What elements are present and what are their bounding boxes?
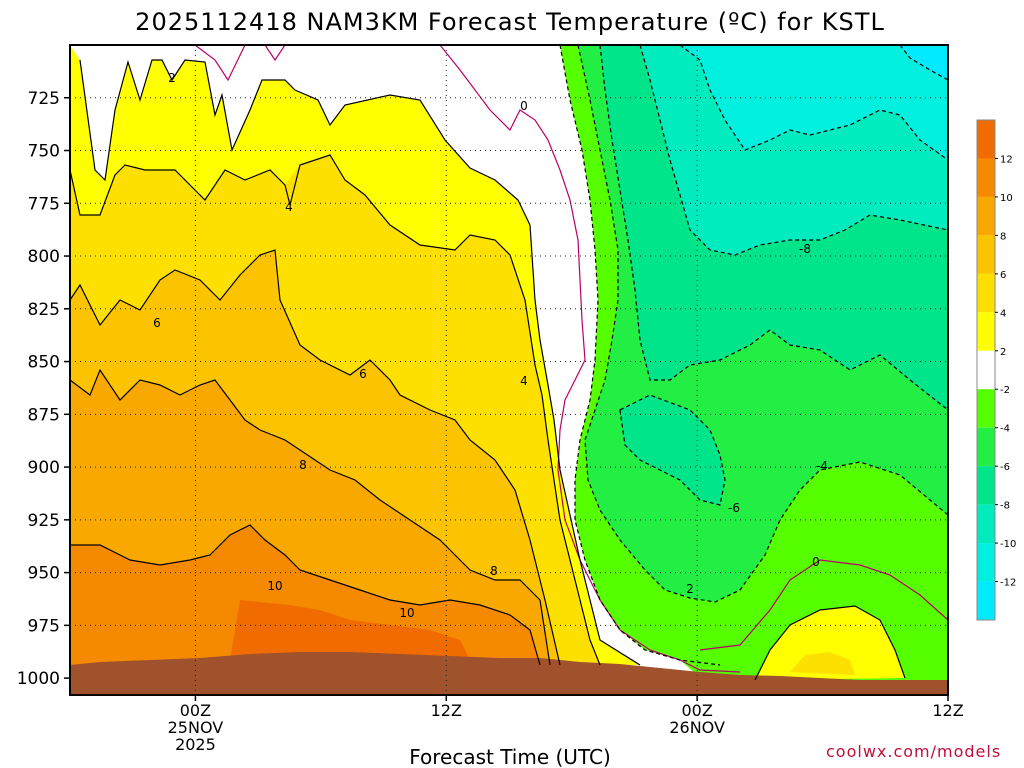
colorbar-segment — [977, 350, 995, 390]
contour-label: -4 — [816, 459, 828, 473]
colorbar-label: 4 — [1000, 308, 1006, 319]
contour-minus12c-line — [899, 44, 949, 81]
fill-above-12 — [230, 600, 470, 660]
x-tick-label: 12Z — [932, 701, 963, 720]
x-tick-label: 2025 — [175, 735, 216, 754]
fill-minus10-to-minus12 — [680, 45, 948, 160]
y-tick-label: 900 — [28, 458, 60, 478]
colorbar-label: 6 — [1000, 270, 1006, 281]
x-tick-label: 00Z — [180, 701, 211, 720]
contour-label: 6 — [153, 316, 161, 330]
contour-lines — [69, 44, 949, 681]
plot-frame — [69, 44, 949, 696]
colorbar-segment — [977, 543, 995, 582]
x-axis: 00Z25NOV202512Z00Z26NOV12Z00Z27NOV — [168, 695, 964, 754]
contour-label: 4 — [520, 374, 528, 388]
contour-minus10c-line — [679, 44, 949, 161]
contour-label: -6 — [728, 501, 740, 515]
colorbar-frame — [976, 119, 996, 621]
colorbar-segment — [977, 235, 995, 274]
colorbar-segment — [977, 273, 995, 313]
colorbar-label: -8 — [1000, 501, 1010, 512]
colorbar: 12 10 8 6 4 2 -2 -4 -6 -8 -10 -12 — [976, 119, 1016, 621]
colorbar-label: 2 — [1000, 347, 1006, 358]
contour-minus4c-line — [577, 44, 949, 603]
colorbar-label: 10 — [1000, 193, 1013, 204]
contour-label: 2 — [686, 582, 694, 596]
x-tick-label: 12Z — [431, 701, 462, 720]
fill-warm-lower-right — [755, 606, 905, 680]
colorbar-segment — [977, 196, 995, 236]
colorbar-segment — [977, 389, 995, 428]
y-tick-label: 750 — [28, 142, 60, 162]
y-tick-label: 850 — [28, 353, 60, 373]
colorbar-segment — [977, 466, 995, 505]
site-credit: coolwx.com/models — [826, 742, 1001, 761]
colorbar-label: -12 — [1000, 578, 1016, 589]
contour-label: 8 — [490, 564, 498, 578]
contour-label: -8 — [799, 242, 811, 256]
fill-below-minus12 — [900, 45, 948, 80]
contour-label: 10 — [267, 579, 282, 593]
x-tick-label: 00Z — [681, 701, 712, 720]
y-tick-label: 950 — [28, 564, 60, 584]
colorbar-label: 8 — [1000, 231, 1006, 242]
contour-10c-line — [70, 524, 541, 666]
contour-label: 2 — [168, 71, 176, 85]
colorbar-segment — [977, 120, 995, 159]
colorbar-label: -2 — [1000, 385, 1010, 396]
y-tick-label: 775 — [28, 194, 60, 214]
colorbar-segment — [977, 427, 995, 467]
colorbar-segment — [977, 504, 995, 544]
contour-minus6c-loop — [619, 394, 726, 506]
colorbar-label: 12 — [1000, 154, 1013, 165]
contour-6c-line — [69, 249, 561, 666]
contour-minus2c-line — [559, 44, 721, 666]
x-tick-label: 25NOV — [168, 718, 224, 737]
contour-0c-line — [194, 44, 741, 673]
y-tick-label: 875 — [28, 405, 60, 425]
contour-2c-line — [79, 59, 641, 666]
colorbar-label: -10 — [1000, 539, 1016, 550]
temperature-fill-regions — [70, 45, 948, 695]
contour-label: 0 — [812, 555, 820, 569]
colorbar-segment — [977, 158, 995, 197]
colorbar-label: -4 — [1000, 424, 1010, 435]
x-axis-label: Forecast Time (UTC) — [409, 745, 611, 768]
contour-8c-line — [69, 368, 551, 666]
fill-warm-lower-right-inner — [790, 652, 855, 675]
x-tick-label: 26NOV — [669, 718, 725, 737]
y-tick-label: 925 — [28, 511, 60, 531]
contour-label: 6 — [359, 367, 367, 381]
colorbar-segment — [977, 312, 995, 351]
contour-4c-line — [69, 154, 601, 666]
y-tick-label: 725 — [28, 89, 60, 109]
contour-label: 10 — [399, 606, 414, 620]
contour-4c-lower-right — [754, 605, 906, 681]
y-axis: 725 750 775 800 825 850 875 900 925 950 975 1000 — [17, 89, 70, 689]
contour-label: 8 — [299, 458, 307, 472]
contour-0c-line-right — [699, 559, 949, 651]
y-tick-label: 800 — [28, 247, 60, 267]
contour-labels: 2 4 6 6 8 10 10 8 4 0 2 -8 -4 -6 0 — [153, 71, 828, 620]
ground-surface — [70, 652, 948, 695]
chart-title: 2025112418 NAM3KM Forecast Temperature (… — [135, 8, 885, 36]
colorbar-segment — [977, 581, 995, 620]
y-tick-label: 975 — [28, 616, 60, 636]
y-tick-label: 825 — [28, 300, 60, 320]
contour-label: 4 — [285, 200, 293, 214]
colorbar-label: -6 — [1000, 462, 1010, 473]
y-tick-label: 1000 — [17, 669, 60, 689]
contour-minus8c-line — [639, 44, 949, 256]
contour-label: 0 — [520, 99, 528, 113]
